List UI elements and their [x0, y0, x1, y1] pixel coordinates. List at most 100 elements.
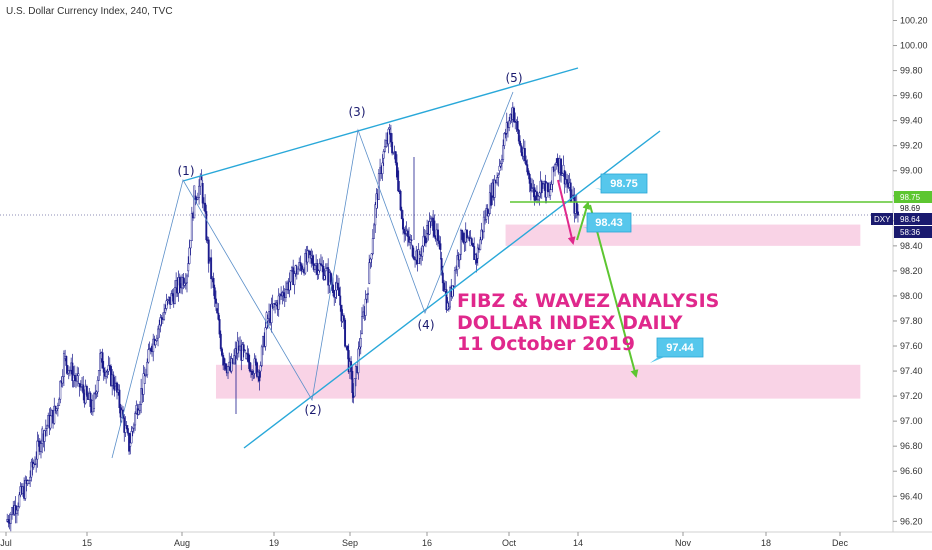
candle-body	[551, 166, 554, 185]
candle-body	[309, 250, 312, 256]
candle-body	[99, 353, 102, 371]
candle-body	[324, 268, 327, 272]
candle-body	[82, 384, 85, 394]
candle-body	[334, 289, 337, 298]
candle-body	[101, 352, 104, 369]
candle-body	[46, 425, 48, 429]
candle-body	[563, 170, 566, 185]
candle-body	[516, 121, 519, 131]
candle-body	[490, 192, 493, 206]
candle-body	[35, 458, 38, 465]
candle-body	[500, 159, 503, 164]
candle-body	[217, 312, 220, 320]
candle-body	[368, 262, 371, 284]
candle-body	[369, 258, 372, 264]
candle-body	[508, 120, 511, 128]
wave-label: (1)	[178, 164, 195, 178]
upper-support-zone	[505, 224, 861, 246]
candle-body	[248, 361, 251, 372]
candle-body	[375, 193, 378, 209]
y-tick-label: 98.40	[900, 241, 923, 251]
candle-body	[531, 188, 534, 192]
candle-body	[472, 243, 474, 247]
x-axis[interactable]: Jul 15 Aug 19 Sep 16 Oct 14 Nov 18 Dec	[0, 532, 848, 548]
analysis-line-2: DOLLAR INDEX DAILY	[457, 312, 683, 334]
candle-body	[451, 285, 454, 297]
countdown-tag: 58:36	[894, 226, 932, 238]
candle-body	[526, 164, 529, 173]
candle-body	[171, 293, 174, 297]
candle-body	[138, 404, 141, 411]
candle-body	[242, 344, 245, 351]
candle-body	[187, 263, 190, 272]
candle-body	[56, 405, 59, 409]
candle-body	[189, 240, 192, 249]
x-tick-label: Nov	[675, 538, 692, 548]
candle-body	[170, 293, 173, 305]
candle-body	[44, 428, 47, 431]
candle-body	[339, 295, 342, 306]
candle-body	[97, 370, 100, 381]
price-tag-green-bottom: 98.69	[894, 203, 932, 214]
lines-layer	[0, 67, 893, 459]
candle-body	[145, 374, 147, 377]
y-tick-label: 96.40	[900, 491, 923, 501]
annotations-layer: (1) (2) (3) (4) (5) 98.75 98.43 97.44	[178, 71, 704, 417]
candle-body	[347, 350, 350, 373]
candle-body	[182, 277, 185, 286]
candle-body	[438, 240, 441, 244]
candle-body	[387, 128, 390, 145]
candle-body	[18, 494, 21, 507]
candle-body	[342, 315, 345, 321]
candle-body	[458, 253, 461, 261]
candle-body	[365, 294, 368, 300]
candle-body	[367, 292, 369, 295]
candle-body	[30, 461, 33, 478]
candle-body	[520, 145, 523, 153]
candle-body	[322, 265, 325, 280]
candle-body	[158, 324, 161, 330]
candle-body	[178, 277, 181, 286]
plot-background	[0, 0, 893, 532]
candle-body	[96, 379, 99, 393]
candle-body	[465, 229, 468, 239]
candle-body	[218, 319, 221, 335]
candle-body	[321, 264, 324, 267]
candle-body	[297, 268, 299, 275]
candle-body	[313, 265, 316, 270]
candle-body	[49, 415, 52, 429]
candle-body	[479, 239, 482, 250]
candle-body	[566, 179, 569, 184]
candle-body	[126, 428, 129, 434]
candle-body	[392, 152, 395, 154]
candle-body	[241, 344, 244, 361]
candle-body	[123, 417, 126, 433]
candle-body	[205, 211, 208, 241]
callout-box	[600, 173, 648, 194]
candle-body	[65, 356, 68, 366]
x-tick-label: Jul	[0, 538, 12, 548]
candle-body	[233, 355, 236, 364]
candle-body	[140, 388, 143, 405]
candle-body	[196, 197, 199, 200]
candle-body	[134, 413, 137, 426]
candle-body	[406, 230, 409, 237]
candle-body	[399, 190, 402, 211]
candle-body	[59, 380, 62, 400]
candle-body	[484, 219, 486, 222]
candle-body	[55, 408, 58, 412]
candle-body	[424, 237, 427, 244]
candle-body	[260, 346, 263, 366]
candle-body	[254, 358, 257, 363]
candle-body	[43, 430, 46, 442]
candle-body	[9, 514, 12, 524]
candle-body	[247, 353, 250, 363]
candle-body	[112, 374, 115, 387]
candle-body	[344, 319, 347, 347]
candle-body	[277, 295, 280, 310]
candle-body	[143, 375, 146, 384]
y-axis[interactable]: 100.20 100.00 99.80 99.60 99.40 99.20 99.00 98.…	[893, 16, 928, 527]
candle-body	[288, 281, 291, 291]
candle-body	[562, 164, 565, 174]
